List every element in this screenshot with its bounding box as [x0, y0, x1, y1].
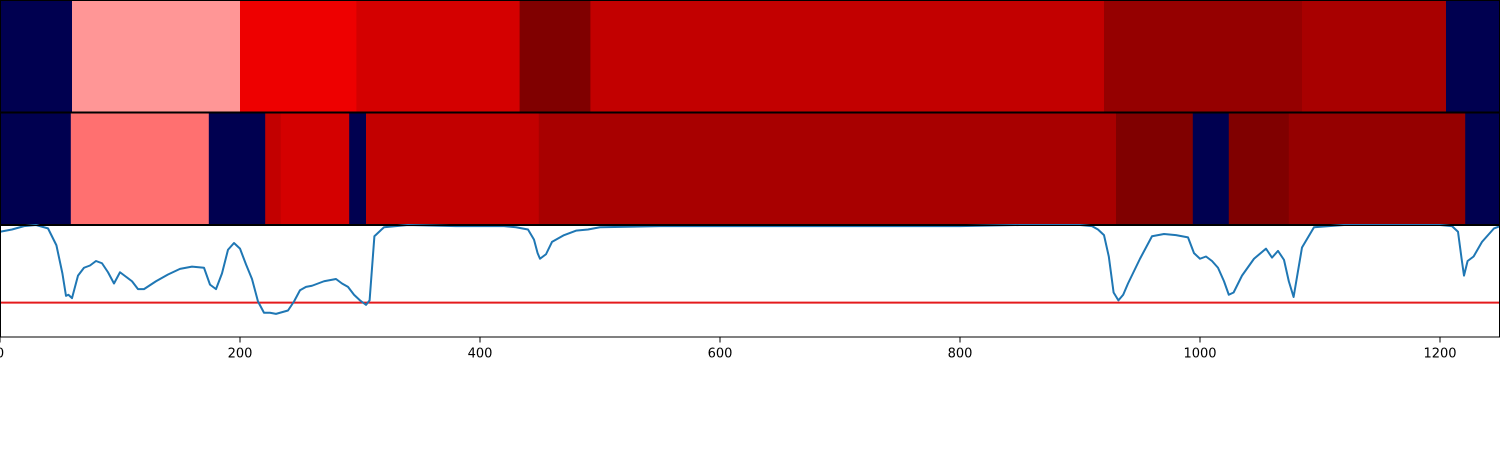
x-tick-label-200: 200 [228, 347, 253, 362]
x-tick-label-800: 800 [948, 347, 973, 362]
row-1-segment-7 [1104, 0, 1303, 113]
row-2-segment-3 [208, 112, 266, 225]
row-1-segment-8 [1302, 0, 1447, 113]
line-panel-background [0, 225, 1500, 338]
row-2-segment-7 [366, 112, 540, 225]
row-1-segment-6 [590, 0, 1105, 113]
row-2-segment-8 [538, 112, 1117, 225]
row-2-segment-10 [1192, 112, 1230, 225]
row-2-segment-9 [1116, 112, 1194, 225]
row-2-segment-2 [70, 112, 210, 225]
row-2-segment-4 [265, 112, 282, 225]
x-tick-label-0: 0 [0, 347, 4, 362]
row-2-segment-5 [280, 112, 350, 225]
x-tick-label-1000: 1000 [1183, 347, 1216, 362]
x-tick-label-400: 400 [468, 347, 493, 362]
heatmap-rows [0, 0, 1500, 225]
row-2-segment-11 [1228, 112, 1290, 225]
row-1-segment-2 [72, 0, 241, 113]
line-panel [0, 224, 1500, 338]
row-2-segment-6 [349, 112, 367, 225]
row-1-segment-5 [519, 0, 591, 113]
row-1-segment-9 [1446, 0, 1500, 113]
row-2-segment-12 [1288, 112, 1466, 225]
row-1-segment-3 [240, 0, 357, 113]
x-axis: 0 200 400 600 800 1000 1200 [0, 337, 1457, 362]
x-tick-label-600: 600 [708, 347, 733, 362]
row-1-segment-4 [356, 0, 521, 113]
x-tick-label-1200: 1200 [1423, 347, 1456, 362]
row-1-segment-1 [0, 0, 73, 113]
series-line [0, 224, 1500, 315]
row-2-segment-1 [0, 112, 72, 225]
row-2-segment-13 [1465, 112, 1500, 225]
